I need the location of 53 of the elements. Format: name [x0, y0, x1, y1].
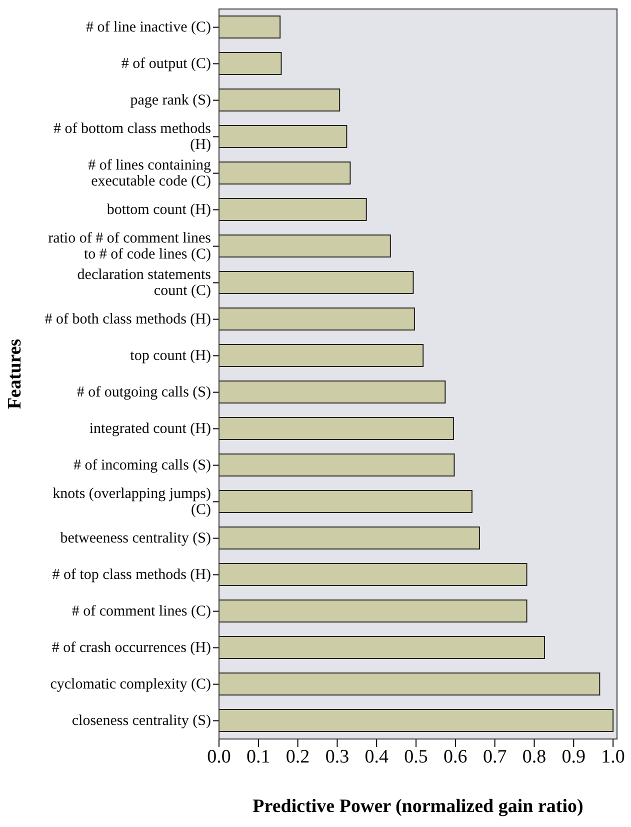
bar — [219, 672, 600, 696]
x-axis-title: Predictive Power (normalized gain ratio) — [252, 796, 584, 817]
y-tick-label: page rank (S) — [130, 92, 211, 108]
bar — [219, 526, 480, 550]
y-tick-label: # of output (C) — [121, 56, 211, 72]
bar — [219, 88, 340, 112]
bar — [219, 52, 282, 75]
x-tick-label: 0.0 — [207, 746, 231, 768]
y-tick-label: closeness centrality (S) — [72, 712, 212, 729]
bar — [219, 162, 351, 184]
bar — [219, 417, 454, 440]
y-tick-label: # of both class methods (H) — [44, 311, 211, 328]
y-tick-label: # of comment lines (C) — [72, 603, 211, 620]
x-tick-label: 0.9 — [562, 746, 586, 768]
x-tick-label: 0.4 — [364, 746, 389, 768]
y-tick-label: # of bottom class methods (H) — [54, 120, 212, 153]
y-tick-label: # of incoming calls (S) — [74, 457, 211, 474]
bar — [219, 16, 281, 38]
bar — [219, 234, 391, 258]
y-tick-label: # of line inactive (C) — [86, 19, 211, 36]
x-tick-label: 1.0 — [601, 746, 625, 768]
y-tick-label: # of top class methods (H) — [52, 566, 211, 583]
y-tick-label: betweeness centrality (S) — [60, 530, 211, 546]
y-tick-label: declaration statements count (C) — [77, 266, 212, 299]
x-tick-label: 0.2 — [286, 746, 310, 768]
x-tick-label: 0.6 — [444, 746, 468, 768]
bar — [219, 490, 472, 513]
y-tick-label: integrated count (H) — [89, 420, 211, 437]
bar — [219, 198, 367, 221]
bar — [219, 308, 415, 330]
y-tick-label: knots (overlapping jumps) (C) — [52, 486, 211, 518]
bar — [219, 454, 455, 476]
x-tick-label: 0.5 — [404, 746, 428, 768]
x-tick-label: 0.1 — [246, 746, 270, 768]
x-tick-label: 0.7 — [482, 746, 507, 768]
bar — [219, 125, 348, 148]
y-tick-label: # of lines containing executable code (C) — [88, 157, 212, 190]
bar — [219, 636, 545, 659]
bar — [219, 344, 424, 367]
x-tick-label: 0.3 — [325, 746, 350, 768]
y-tick-label: # of outgoing calls (S) — [76, 384, 211, 400]
y-tick-label: top count (H) — [130, 348, 211, 364]
y-tick-label: cyclomatic complexity (C) — [50, 676, 212, 692]
bar — [219, 271, 414, 294]
y-tick-label: ratio of # of comment lines to # of code lines (C) — [48, 230, 212, 262]
bar — [219, 380, 446, 404]
y-tick-label: bottom count (H) — [106, 202, 211, 218]
y-tick-label: # of crash occurrences (H) — [52, 640, 211, 656]
y-axis-title: Features — [4, 338, 26, 410]
bar — [219, 709, 614, 732]
x-tick-label: 0.8 — [522, 746, 546, 768]
bar — [219, 563, 528, 586]
bar — [219, 600, 528, 622]
